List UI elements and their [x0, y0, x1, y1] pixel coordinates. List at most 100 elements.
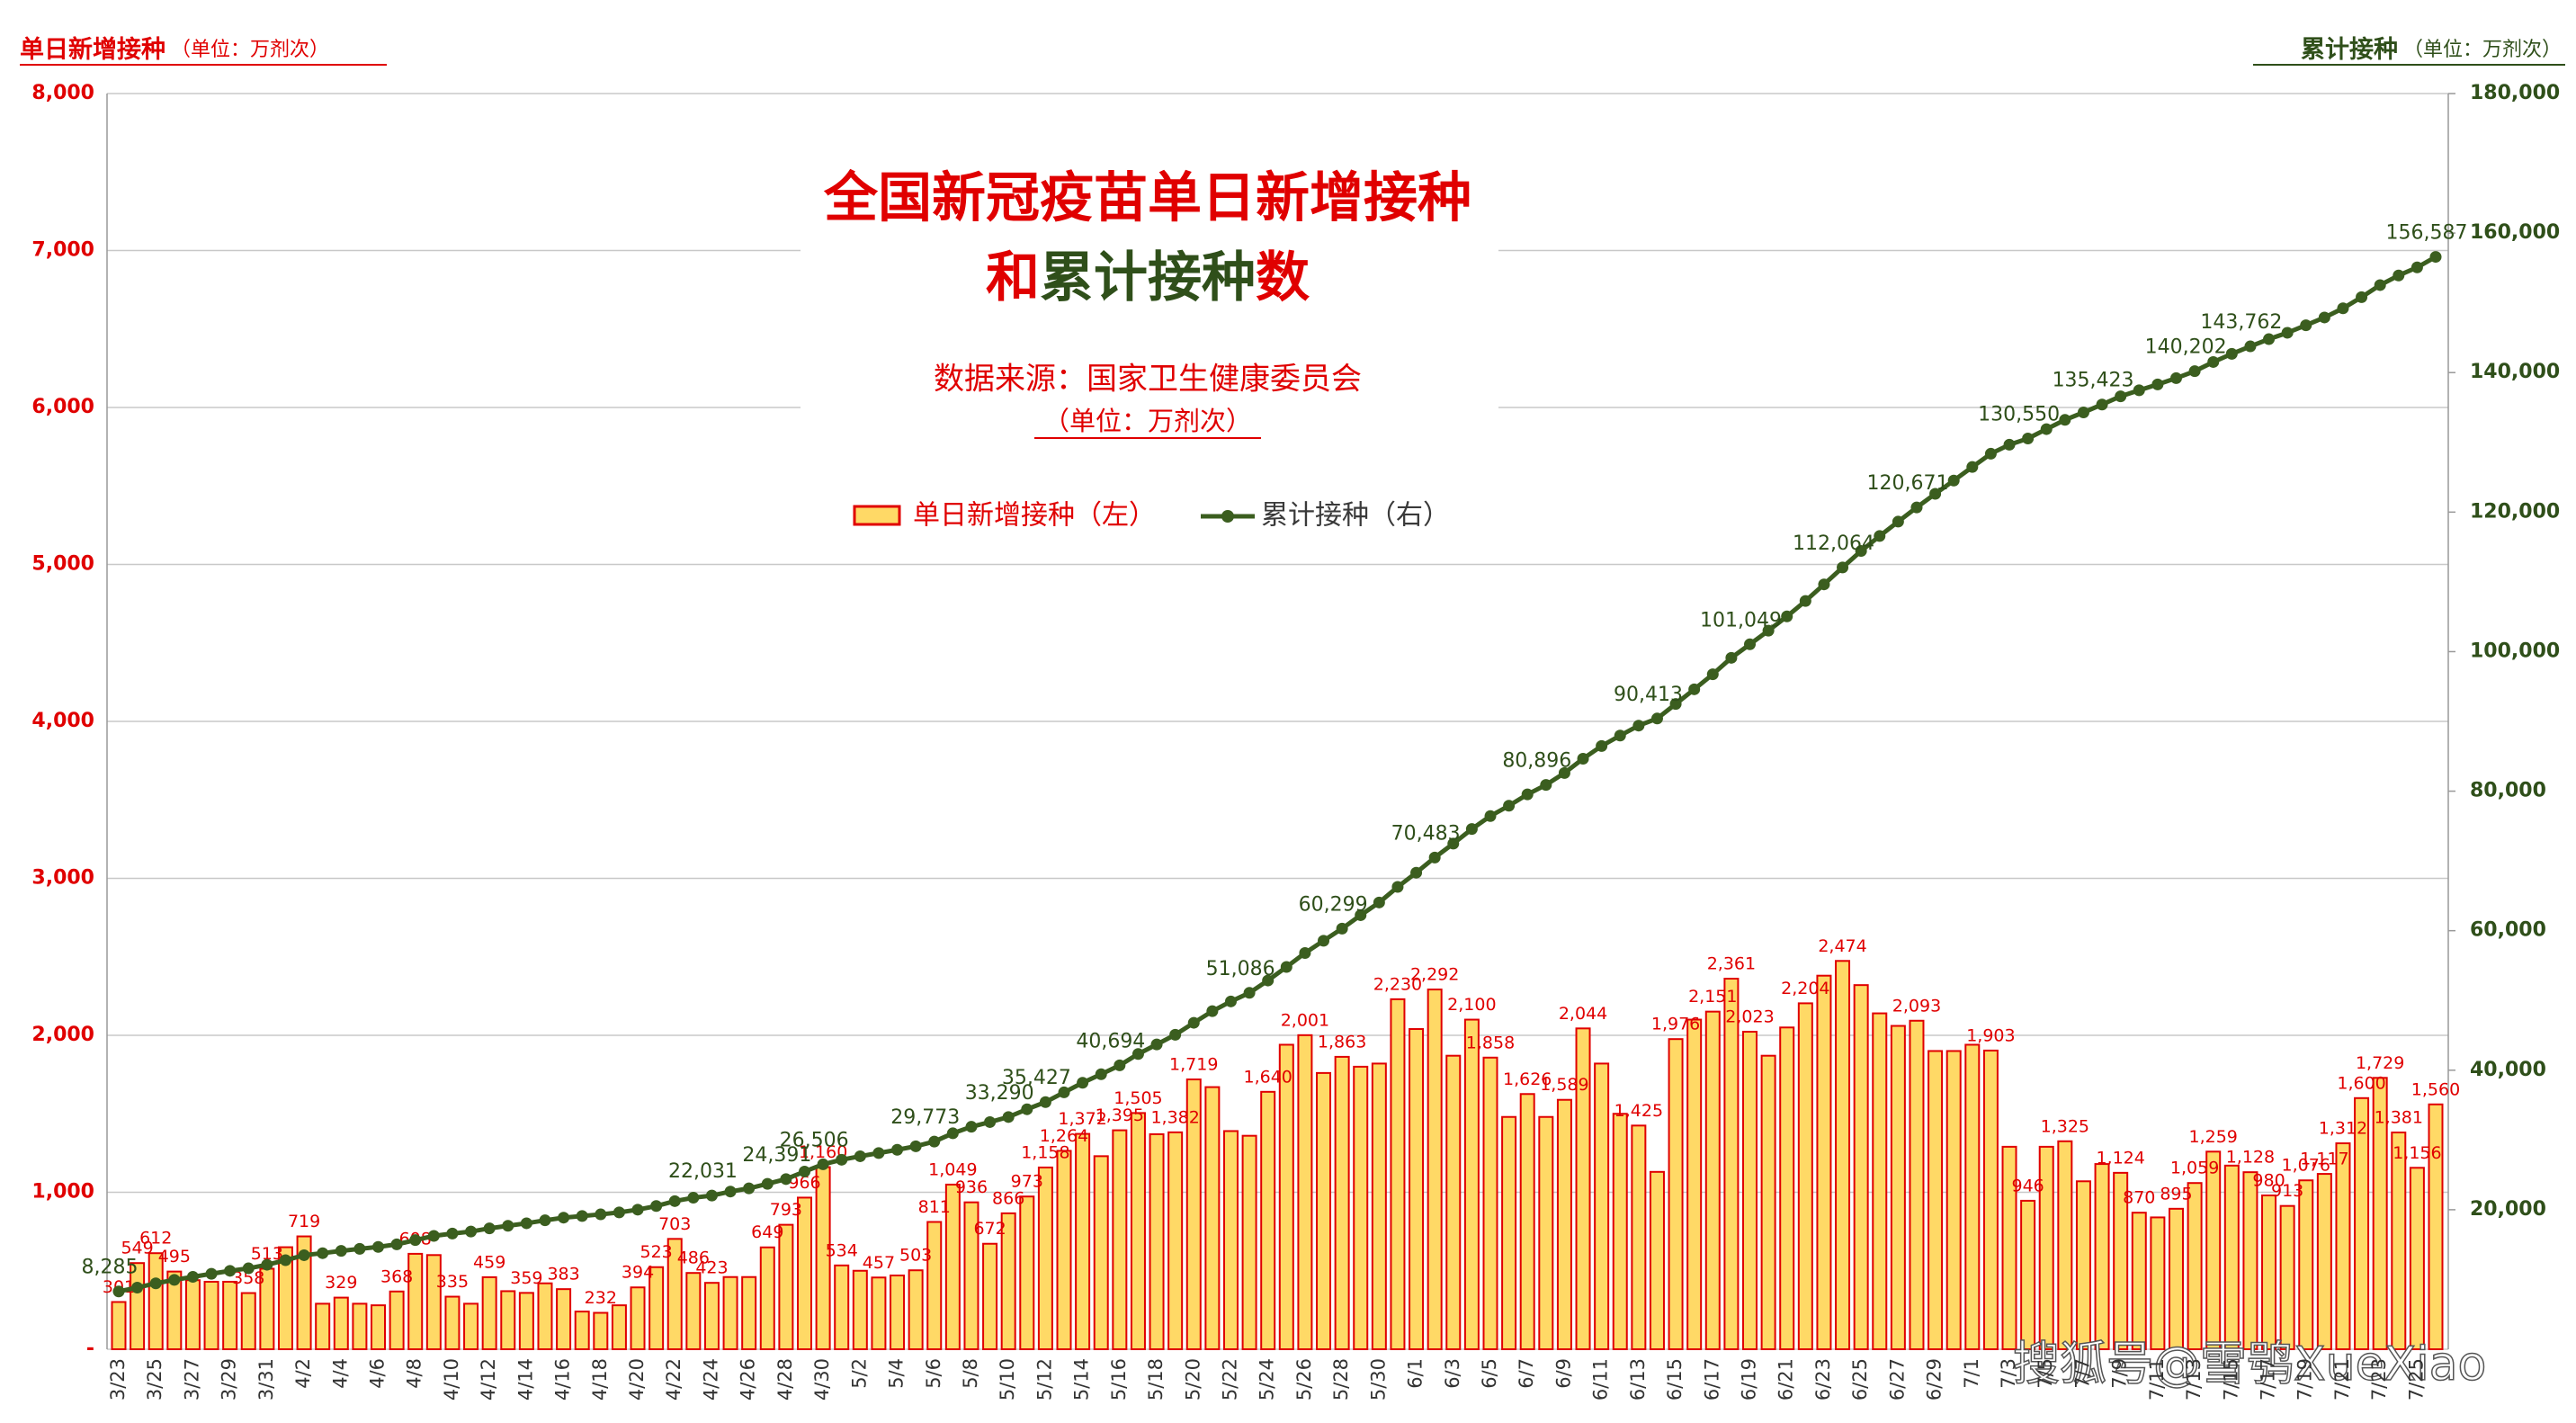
x-tick-label: 4/20: [626, 1358, 648, 1401]
bar: [1463, 1018, 1480, 1351]
bar: [389, 1290, 405, 1351]
line-point: [1892, 515, 1904, 528]
bar-value-label: 2,292: [1410, 965, 1459, 985]
x-tick-label: 5/2: [848, 1358, 870, 1389]
bar: [871, 1276, 887, 1351]
legend-swatch: [1221, 510, 1234, 523]
legend-label: 单日新增接种（左）: [913, 500, 1156, 532]
x-tick-label: 3/23: [107, 1358, 129, 1401]
bar-value-label: 2,044: [1559, 1004, 1607, 1024]
bar: [203, 1280, 219, 1350]
bar: [2298, 1179, 2314, 1351]
line-point: [854, 1150, 866, 1162]
bar-value-label: 1,505: [1114, 1088, 1162, 1108]
x-tick-label: 5/16: [1108, 1358, 1130, 1401]
x-tick-label: 5/30: [1367, 1358, 1389, 1401]
line-point: [2225, 347, 2238, 360]
x-tick-label: 4/6: [367, 1358, 389, 1389]
bar: [1649, 1170, 1665, 1350]
line-point: [1428, 851, 1441, 864]
line-point: [353, 1242, 366, 1255]
bar: [648, 1266, 665, 1350]
line-point: [798, 1165, 810, 1177]
line-value-label: 80,896: [1502, 750, 1571, 773]
line-point: [872, 1147, 885, 1159]
bar: [2038, 1145, 2054, 1351]
bar: [593, 1311, 609, 1350]
line-point: [1077, 1077, 1089, 1089]
y2-tick-label: 160,000: [2470, 221, 2560, 244]
bar-value-label: 2,023: [1725, 1007, 1774, 1026]
bar-value-label: 2,230: [1373, 974, 1422, 994]
bar: [1519, 1093, 1535, 1350]
bar: [111, 1301, 127, 1350]
y-tick-label: 8,000: [31, 82, 94, 104]
line-point: [1706, 668, 1719, 681]
bar: [2057, 1140, 2073, 1350]
bar: [1742, 1030, 1758, 1350]
bar-value-label: 358: [232, 1268, 264, 1288]
line-point: [224, 1265, 237, 1277]
bar: [296, 1235, 312, 1351]
bar: [908, 1269, 924, 1350]
title-part: 数: [1256, 246, 1310, 309]
bar-value-label: 534: [826, 1240, 858, 1260]
x-tick-label: 7/11: [2146, 1358, 2168, 1401]
bar-value-label: 503: [899, 1246, 932, 1266]
line-point: [2374, 279, 2386, 291]
x-tick-label: 6/19: [1739, 1358, 1760, 1401]
x-tick-label: 7/21: [2331, 1358, 2353, 1401]
bar: [1260, 1090, 1276, 1350]
x-tick-label: 7/13: [2183, 1358, 2205, 1401]
bar: [1704, 1010, 1721, 1350]
bar: [1445, 1054, 1462, 1351]
bar-value-label: 2,100: [1447, 995, 1496, 1015]
bar: [796, 1196, 812, 1350]
bar: [1037, 1166, 1053, 1350]
bar-value-label: 936: [955, 1177, 988, 1197]
bar: [1556, 1098, 1572, 1350]
x-tick-label: 5/12: [1033, 1358, 1055, 1401]
x-tick-label: 6/7: [1516, 1358, 1537, 1389]
x-tick-label: 5/14: [1071, 1358, 1093, 1401]
bar: [1390, 998, 1406, 1350]
line-point: [2169, 371, 2182, 384]
line-point: [1799, 595, 1811, 607]
chart-title: 全国新冠疫苗单日新增接种: [823, 167, 1471, 230]
line-point: [2059, 414, 2071, 426]
y-tick-label: -: [86, 1338, 94, 1360]
bar: [852, 1269, 868, 1350]
line-point: [1299, 947, 1311, 959]
x-tick-label: 7/1: [1961, 1358, 1982, 1389]
line-point: [1355, 908, 1367, 921]
x-tick-label: 4/30: [811, 1358, 833, 1401]
x-tick-label: 4/14: [514, 1358, 536, 1401]
line-point: [1002, 1111, 1015, 1123]
line-point: [317, 1247, 329, 1259]
bar: [1204, 1086, 1221, 1350]
line-value-label: 90,413: [1614, 684, 1683, 706]
x-tick-label: 5/22: [1219, 1358, 1240, 1401]
bar: [1222, 1130, 1239, 1350]
line-point: [390, 1238, 403, 1250]
bar: [1371, 1062, 1387, 1351]
bar-value-label: 1,626: [1503, 1069, 1552, 1089]
bar-value-label: 1,589: [1540, 1075, 1588, 1095]
x-tick-label: 6/27: [1886, 1358, 1908, 1401]
bar: [2391, 1132, 2407, 1350]
bar-value-label: 1,312: [2319, 1119, 2367, 1139]
bar-value-label: 523: [640, 1242, 672, 1262]
y-tick-label: 6,000: [31, 396, 94, 418]
x-tick-label: 5/18: [1145, 1358, 1167, 1401]
left-axis-unit: （单位：万剂次）: [171, 39, 329, 61]
bar: [1631, 1124, 1647, 1351]
line-value-label: 101,049: [1700, 609, 1782, 631]
x-tick-label: 5/8: [960, 1358, 981, 1389]
bar: [425, 1254, 442, 1351]
bar: [685, 1272, 702, 1350]
bar: [2094, 1163, 2110, 1350]
bar: [1241, 1134, 1257, 1351]
x-tick-label: 5/24: [1257, 1358, 1278, 1401]
